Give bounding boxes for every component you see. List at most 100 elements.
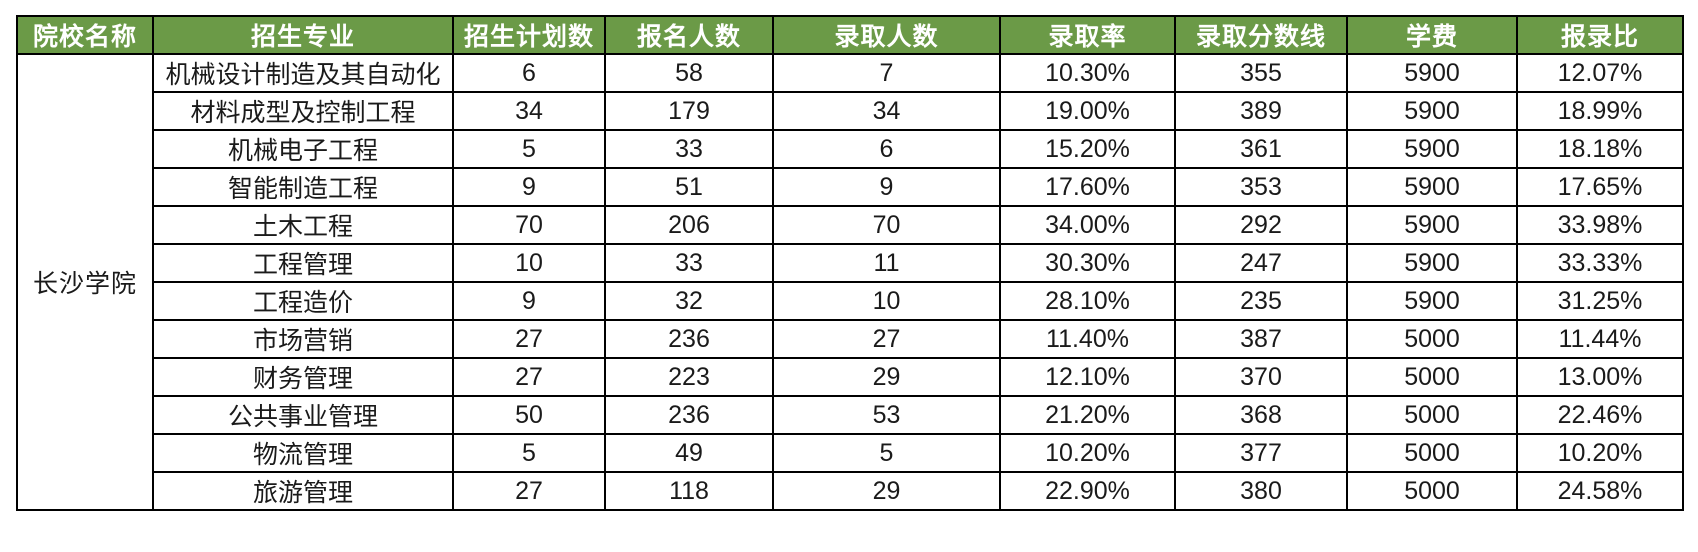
applicant-count-cell: 33 [604,243,774,283]
column-header-8: 报录比 [1516,15,1684,55]
major-cell: 材料成型及控制工程 [152,91,454,131]
applicant-count-cell: 49 [604,433,774,473]
plan-count-cell: 34 [452,91,606,131]
apply-admit-ratio-cell: 17.65% [1516,167,1684,207]
column-header-0: 院校名称 [16,15,154,55]
admission-rate-cell: 30.30% [999,243,1176,283]
plan-count-cell: 27 [452,357,606,397]
apply-admit-ratio-cell: 31.25% [1516,281,1684,321]
admission-rate-cell: 17.60% [999,167,1176,207]
cutoff-score-cell: 377 [1174,433,1348,473]
major-cell: 财务管理 [152,357,454,397]
apply-admit-ratio-cell: 33.98% [1516,205,1684,245]
table-row: 工程管理 10 33 11 30.30% 247 5900 33.33% [17,243,1684,283]
tuition-cell: 5900 [1346,167,1518,207]
table-header-row: 院校名称 招生专业 招生计划数 报名人数 录取人数 录取率 录取分数线 学费 报录比 [16,15,1684,55]
cutoff-score-cell: 247 [1174,243,1348,283]
major-cell: 智能制造工程 [152,167,454,207]
admission-rate-cell: 10.30% [999,53,1176,93]
admitted-count-cell: 11 [772,243,1001,283]
column-header-6: 录取分数线 [1174,15,1348,55]
cutoff-score-cell: 368 [1174,395,1348,435]
column-header-1: 招生专业 [152,15,454,55]
admitted-count-cell: 34 [772,91,1001,131]
tuition-cell: 5000 [1346,319,1518,359]
plan-count-cell: 50 [452,395,606,435]
tuition-cell: 5900 [1346,243,1518,283]
cutoff-score-cell: 292 [1174,205,1348,245]
school-name-cell: 长沙学院 [16,53,154,511]
applicant-count-cell: 236 [604,395,774,435]
tuition-cell: 5900 [1346,91,1518,131]
column-header-3: 报名人数 [604,15,774,55]
admitted-count-cell: 9 [772,167,1001,207]
tuition-cell: 5000 [1346,471,1518,511]
applicant-count-cell: 179 [604,91,774,131]
table-row: 机械电子工程 5 33 6 15.20% 361 5900 18.18% [17,129,1684,169]
admitted-count-cell: 53 [772,395,1001,435]
major-cell: 旅游管理 [152,471,454,511]
major-cell: 机械电子工程 [152,129,454,169]
tuition-cell: 5900 [1346,281,1518,321]
admission-rate-cell: 11.40% [999,319,1176,359]
admission-rate-cell: 22.90% [999,471,1176,511]
applicant-count-cell: 118 [604,471,774,511]
cutoff-score-cell: 370 [1174,357,1348,397]
apply-admit-ratio-cell: 13.00% [1516,357,1684,397]
table-row: 工程造价 9 32 10 28.10% 235 5900 31.25% [17,281,1684,321]
admission-rate-cell: 12.10% [999,357,1176,397]
tuition-cell: 5000 [1346,395,1518,435]
admission-rate-cell: 15.20% [999,129,1176,169]
applicant-count-cell: 32 [604,281,774,321]
major-cell: 市场营销 [152,319,454,359]
tuition-cell: 5000 [1346,433,1518,473]
admitted-count-cell: 70 [772,205,1001,245]
major-cell: 工程造价 [152,281,454,321]
apply-admit-ratio-cell: 18.99% [1516,91,1684,131]
applicant-count-cell: 33 [604,129,774,169]
major-cell: 公共事业管理 [152,395,454,435]
table-row: 长沙学院 机械设计制造及其自动化 6 58 7 10.30% 355 5900 12.07% [16,53,1684,511]
admitted-count-cell: 27 [772,319,1001,359]
table-row: 旅游管理 27 118 29 22.90% 380 5000 24.58% [17,471,1684,511]
plan-count-cell: 9 [452,281,606,321]
admitted-count-cell: 6 [772,129,1001,169]
table-row: 智能制造工程 9 51 9 17.60% 353 5900 17.65% [17,167,1684,207]
plan-count-cell: 9 [452,167,606,207]
column-header-5: 录取率 [999,15,1176,55]
major-cell: 机械设计制造及其自动化 [152,53,454,93]
cutoff-score-cell: 361 [1174,129,1348,169]
table-row: 材料成型及控制工程 34 179 34 19.00% 389 5900 18.99% [17,91,1684,131]
cutoff-score-cell: 235 [1174,281,1348,321]
cutoff-score-cell: 387 [1174,319,1348,359]
table-row: 市场营销 27 236 27 11.40% 387 5000 11.44% [17,319,1684,359]
apply-admit-ratio-cell: 33.33% [1516,243,1684,283]
admission-rate-cell: 21.20% [999,395,1176,435]
tuition-cell: 5000 [1346,357,1518,397]
applicant-count-cell: 58 [604,53,774,93]
apply-admit-ratio-cell: 22.46% [1516,395,1684,435]
tuition-cell: 5900 [1346,205,1518,245]
table-row: 财务管理 27 223 29 12.10% 370 5000 13.00% [17,357,1684,397]
cutoff-score-cell: 380 [1174,471,1348,511]
major-cell: 工程管理 [152,243,454,283]
cutoff-score-cell: 353 [1174,167,1348,207]
column-header-2: 招生计划数 [452,15,606,55]
apply-admit-ratio-cell: 11.44% [1516,319,1684,359]
major-cell: 物流管理 [152,433,454,473]
tuition-cell: 5900 [1346,53,1518,93]
admitted-count-cell: 29 [772,471,1001,511]
admitted-count-cell: 5 [772,433,1001,473]
column-header-4: 录取人数 [772,15,1001,55]
plan-count-cell: 5 [452,433,606,473]
admission-rate-cell: 28.10% [999,281,1176,321]
applicant-count-cell: 206 [604,205,774,245]
admission-rate-cell: 34.00% [999,205,1176,245]
admitted-count-cell: 10 [772,281,1001,321]
plan-count-cell: 10 [452,243,606,283]
cutoff-score-cell: 389 [1174,91,1348,131]
admissions-table: 院校名称 招生专业 招生计划数 报名人数 录取人数 录取率 录取分数线 学费 报录比 长沙学院机… [16,15,1684,511]
apply-admit-ratio-cell: 12.07% [1516,53,1684,93]
apply-admit-ratio-cell: 10.20% [1516,433,1684,473]
admitted-count-cell: 29 [772,357,1001,397]
